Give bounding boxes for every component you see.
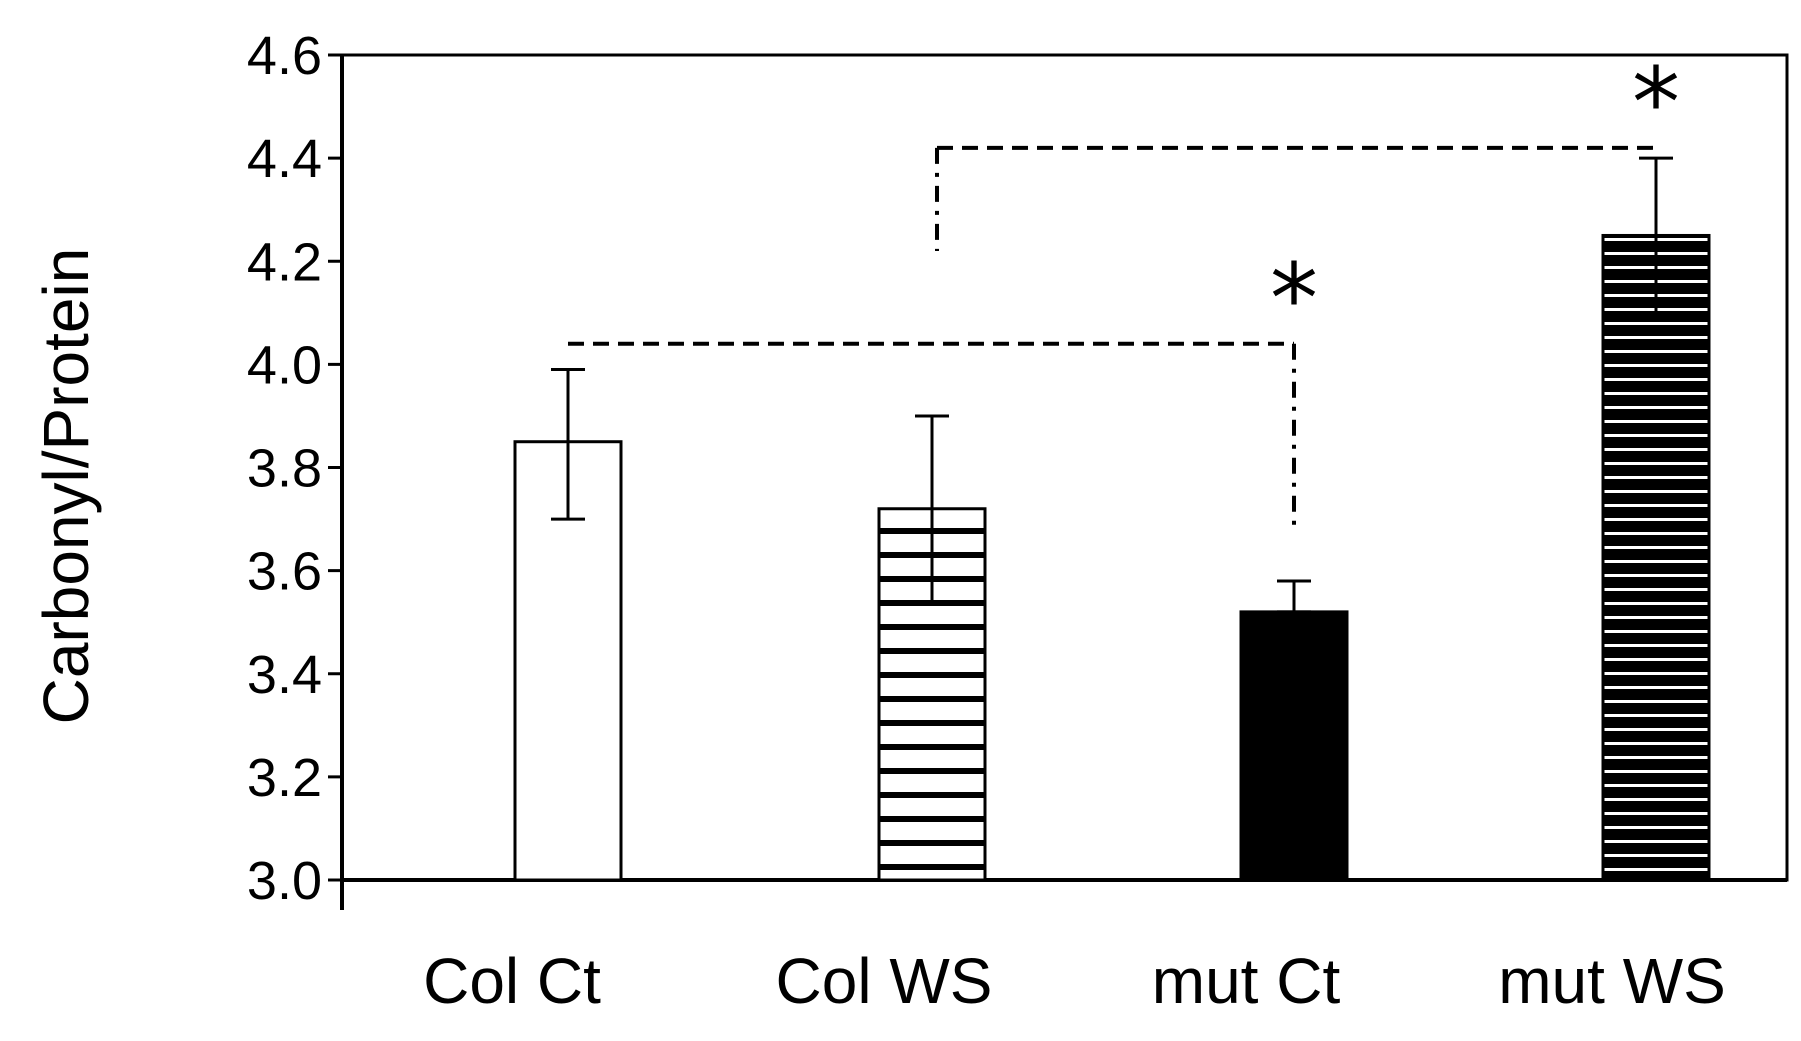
bar-mut-ws xyxy=(1601,233,1711,882)
error-bar xyxy=(551,368,585,521)
error-bar xyxy=(1277,579,1311,614)
y-tick-label: 3.4 xyxy=(247,645,322,705)
bars xyxy=(513,233,1711,882)
y-tick-label: 4.0 xyxy=(247,335,322,395)
y-tick-label: 4.6 xyxy=(247,26,322,86)
error-bar xyxy=(915,414,949,604)
significance-brackets: ** xyxy=(568,47,1680,530)
x-category-label: Col WS xyxy=(776,945,993,1017)
x-category-label: Col Ct xyxy=(423,945,601,1017)
y-tick-label: 3.0 xyxy=(247,851,322,911)
x-axis-labels: Col Ct Col WS mut Ct mut WS xyxy=(423,945,1726,1017)
y-tick-label: 3.2 xyxy=(247,748,322,808)
y-tick-label: 4.4 xyxy=(247,129,322,189)
x-category-label: mut Ct xyxy=(1152,945,1341,1017)
significance-bracket: * xyxy=(935,47,1680,251)
y-tick-label: 3.6 xyxy=(247,542,322,602)
error-bar xyxy=(1639,156,1673,315)
y-tick-label: 3.8 xyxy=(247,439,322,499)
x-category-label: mut WS xyxy=(1498,945,1726,1017)
significance-star: * xyxy=(1632,47,1680,159)
bar-mut-ct xyxy=(1239,610,1349,882)
y-axis: 3.0 3.2 3.4 3.6 3.8 4.0 4.2 4.4 4.6 xyxy=(247,26,1787,911)
y-tick-label: 4.2 xyxy=(247,232,322,292)
error-bars xyxy=(551,156,1673,614)
significance-star: * xyxy=(1270,243,1318,355)
significance-bracket: * xyxy=(568,243,1318,530)
y-axis-title: Carbonyl/Protein xyxy=(30,248,102,725)
